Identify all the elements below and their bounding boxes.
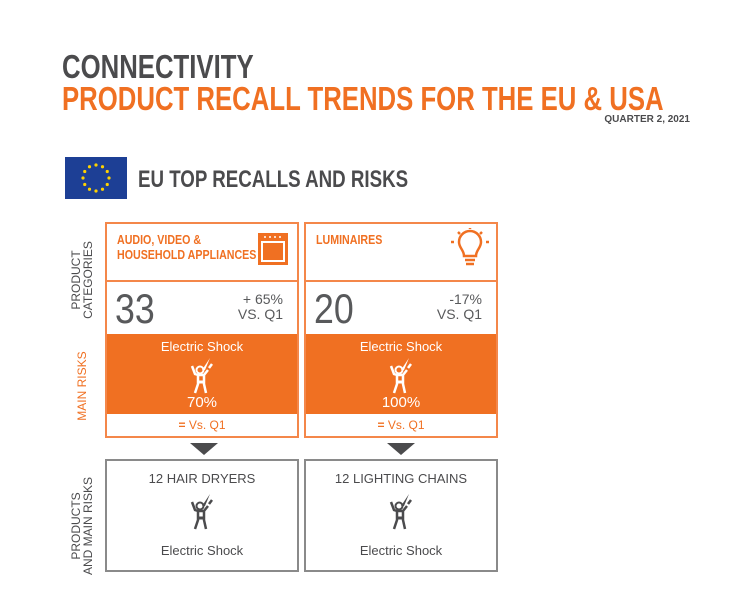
recall-count: 33 — [115, 285, 155, 332]
side-label-product-categories: PRODUCT CATEGORIES — [69, 241, 95, 319]
risk-change: = Vs. Q1 — [377, 418, 425, 432]
period: QUARTER 2, 2021 — [604, 114, 690, 125]
category-card: LUMINAIRES 20 -17% VS. Q1 Electric Shock … — [304, 222, 498, 438]
side-label-products-main-risks: PRODUCTS AND MAIN RISKS — [69, 477, 95, 576]
electric-shock-icon — [306, 494, 496, 530]
category-card: AUDIO, VIDEO & HOUSEHOLD APPLIANCES 33 +… — [105, 222, 299, 438]
product-box: 12 HAIR DRYERS Electric Shock — [105, 459, 299, 572]
category-name: LUMINAIRES — [316, 232, 383, 247]
risk-change: = Vs. Q1 — [178, 418, 226, 432]
down-arrow-icon — [387, 443, 415, 455]
change-vs-q1: -17% VS. Q1 — [436, 291, 482, 322]
change-vs-q1: + 65% VS. Q1 — [237, 291, 283, 322]
equals-icon: = — [178, 418, 186, 432]
category-name: AUDIO, VIDEO & HOUSEHOLD APPLIANCES — [117, 232, 257, 262]
light-bulb-icon — [450, 228, 490, 275]
main-risk-panel: Electric Shock 100% — [306, 334, 496, 414]
product-risk: Electric Shock — [359, 543, 443, 558]
electric-shock-icon — [306, 358, 496, 394]
electric-shock-icon — [107, 358, 297, 394]
product-risk: Electric Shock — [160, 543, 244, 558]
down-arrow-icon — [190, 443, 218, 455]
risk-label: Electric Shock — [359, 339, 443, 354]
eu-flag-icon — [65, 157, 127, 199]
risk-label: Electric Shock — [160, 339, 244, 354]
main-risk-panel: Electric Shock 70% — [107, 334, 297, 414]
risk-percentage: 70% — [186, 394, 218, 411]
product-box: 12 LIGHTING CHAINS Electric Shock — [304, 459, 498, 572]
product-name: 12 LIGHTING CHAINS — [334, 471, 468, 486]
risk-percentage: 100% — [381, 394, 421, 411]
recall-count: 20 — [314, 285, 354, 332]
title: CONNECTIVITY — [62, 48, 254, 85]
section-title: EU TOP RECALLS AND RISKS — [138, 166, 409, 193]
electric-shock-icon — [107, 494, 297, 530]
equals-icon: = — [377, 418, 385, 432]
oven-icon — [257, 232, 289, 271]
side-label-main-risks: MAIN RISKS — [75, 351, 89, 421]
subtitle: PRODUCT RECALL TRENDS FOR THE EU & USA — [62, 80, 664, 117]
product-name: 12 HAIR DRYERS — [148, 471, 256, 486]
